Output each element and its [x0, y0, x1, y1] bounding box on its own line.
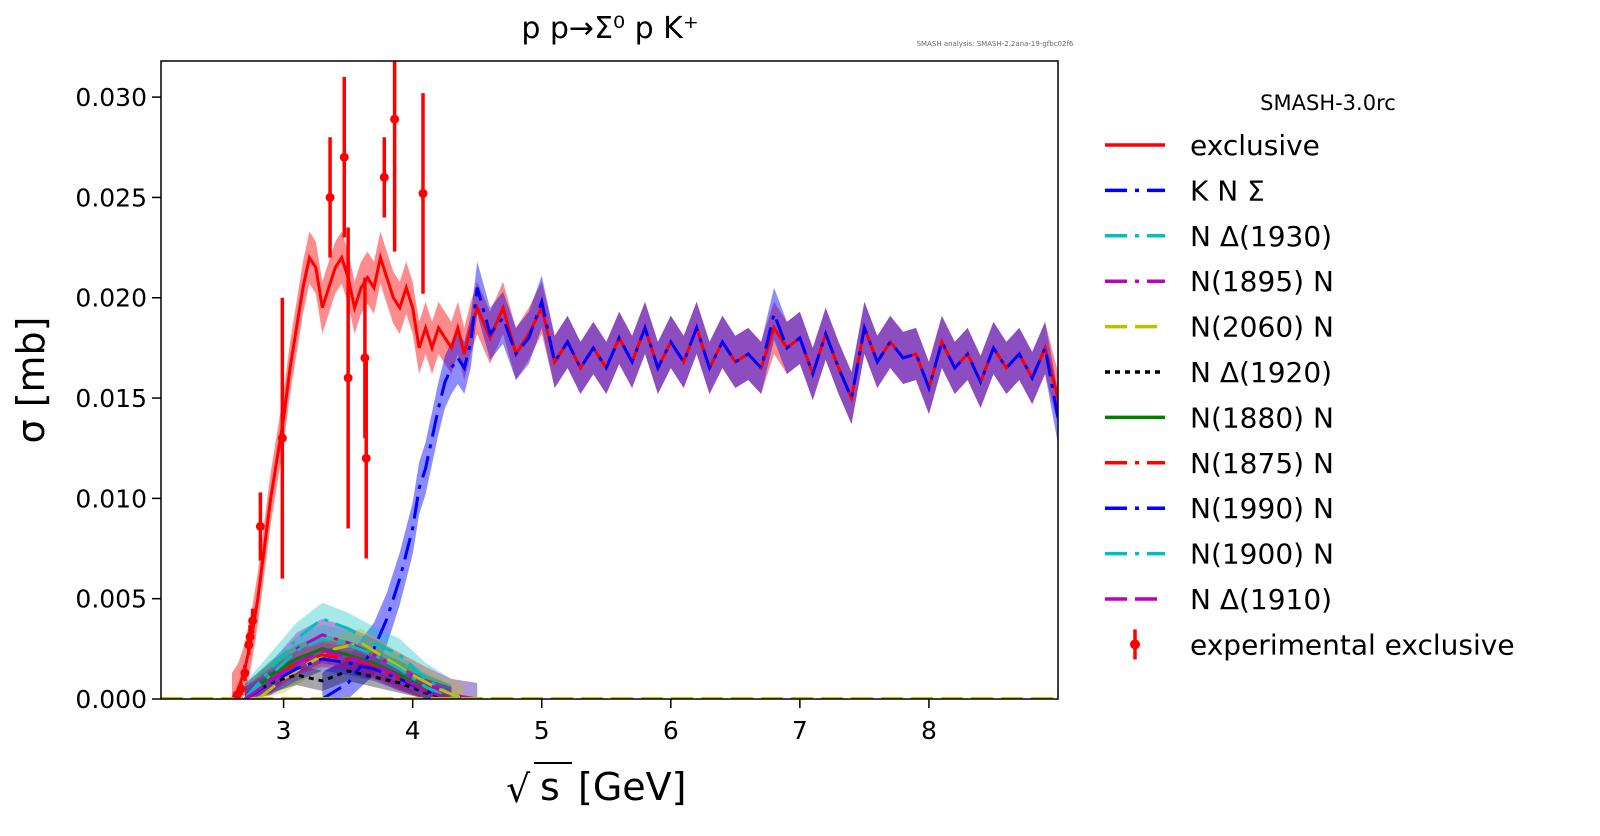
x-axis-label-var: s	[540, 765, 560, 809]
experimental-point	[379, 172, 389, 182]
plot-frame	[160, 60, 1059, 700]
band-n-1910	[244, 638, 452, 699]
line-n-1910	[244, 649, 452, 699]
band-k-n	[322, 261, 1058, 699]
legend-label: N(1880) N	[1190, 401, 1334, 434]
legend-label: N Δ(1910)	[1190, 583, 1332, 616]
chart-title: p p→Σ⁰ p K⁺	[521, 11, 698, 46]
line-n-2060-n	[256, 641, 465, 699]
legend-label: N(1900) N	[1190, 538, 1334, 571]
experimental-point	[361, 453, 371, 463]
line-k-n	[321, 287, 1058, 699]
y-axis-ticks: 0.000 0.005 0.010 0.015 0.020 0.025 0.030	[75, 83, 161, 714]
y-axis-label: σ [mb]	[9, 317, 53, 444]
legend-label: N Δ(1930)	[1190, 220, 1332, 253]
y-tick-label: 0.020	[75, 284, 147, 313]
experimental-point	[236, 684, 246, 694]
experimental-point	[277, 433, 287, 443]
band-n-1875-n	[244, 642, 452, 699]
legend-label: experimental exclusive	[1190, 628, 1515, 661]
legend-label: N(1990) N	[1190, 492, 1334, 525]
experimental-point	[240, 668, 250, 678]
experimental-point	[248, 616, 258, 626]
x-axis-label-unit: [GeV]	[578, 765, 686, 809]
x-tick-label: 8	[921, 716, 937, 745]
experimental-point	[343, 373, 353, 383]
legend-label: N(1895) N	[1190, 265, 1334, 298]
watermark-text: SMASH analysis: SMASH-2.2ana-19-gfbc02f6	[917, 40, 1074, 48]
x-tick-label: 7	[792, 716, 808, 745]
x-tick-label: 4	[405, 716, 421, 745]
y-tick-label: 0.030	[75, 83, 147, 112]
experimental-point	[339, 152, 349, 162]
y-tick-label: 0.025	[75, 183, 147, 212]
experimental-point	[390, 114, 400, 124]
x-axis-label: √ s [GeV]	[506, 762, 686, 811]
y-tick-label: 0.015	[75, 384, 147, 413]
legend: SMASH-3.0rc exclusive K N Σ N Δ(1930) N(189…	[1105, 91, 1515, 661]
x-tick-label: 6	[663, 716, 679, 745]
experimental-points	[232, 61, 428, 700]
series-lines	[161, 251, 1058, 699]
y-tick-label: 0.005	[75, 585, 147, 614]
legend-title: SMASH-3.0rc	[1260, 91, 1396, 115]
line-n-1900-n	[243, 637, 453, 699]
y-tick-label: 0.010	[75, 484, 147, 513]
legend-label: N Δ(1920)	[1190, 356, 1332, 389]
line-n-1880-n	[243, 647, 452, 699]
legend-swatch-marker	[1130, 639, 1140, 650]
x-tick-label: 5	[534, 716, 550, 745]
y-tick-label: 0.000	[75, 685, 147, 714]
experimental-point	[418, 188, 428, 198]
line-n-1920	[244, 669, 452, 699]
legend-label: N(2060) N	[1190, 311, 1334, 344]
experimental-point	[255, 521, 265, 531]
x-tick-label: 3	[276, 716, 292, 745]
legend-label: K N Σ	[1190, 174, 1265, 207]
legend-label: exclusive	[1190, 129, 1320, 162]
line-n-1930	[243, 617, 478, 699]
legend-label: N(1875) N	[1190, 447, 1334, 480]
x-axis-ticks: 3 4 5 6 7 8	[276, 699, 937, 745]
experimental-point	[245, 632, 255, 642]
experimental-point	[325, 192, 335, 202]
x-axis-label-radical: √	[506, 767, 531, 811]
band-exclusive	[231, 231, 1058, 699]
